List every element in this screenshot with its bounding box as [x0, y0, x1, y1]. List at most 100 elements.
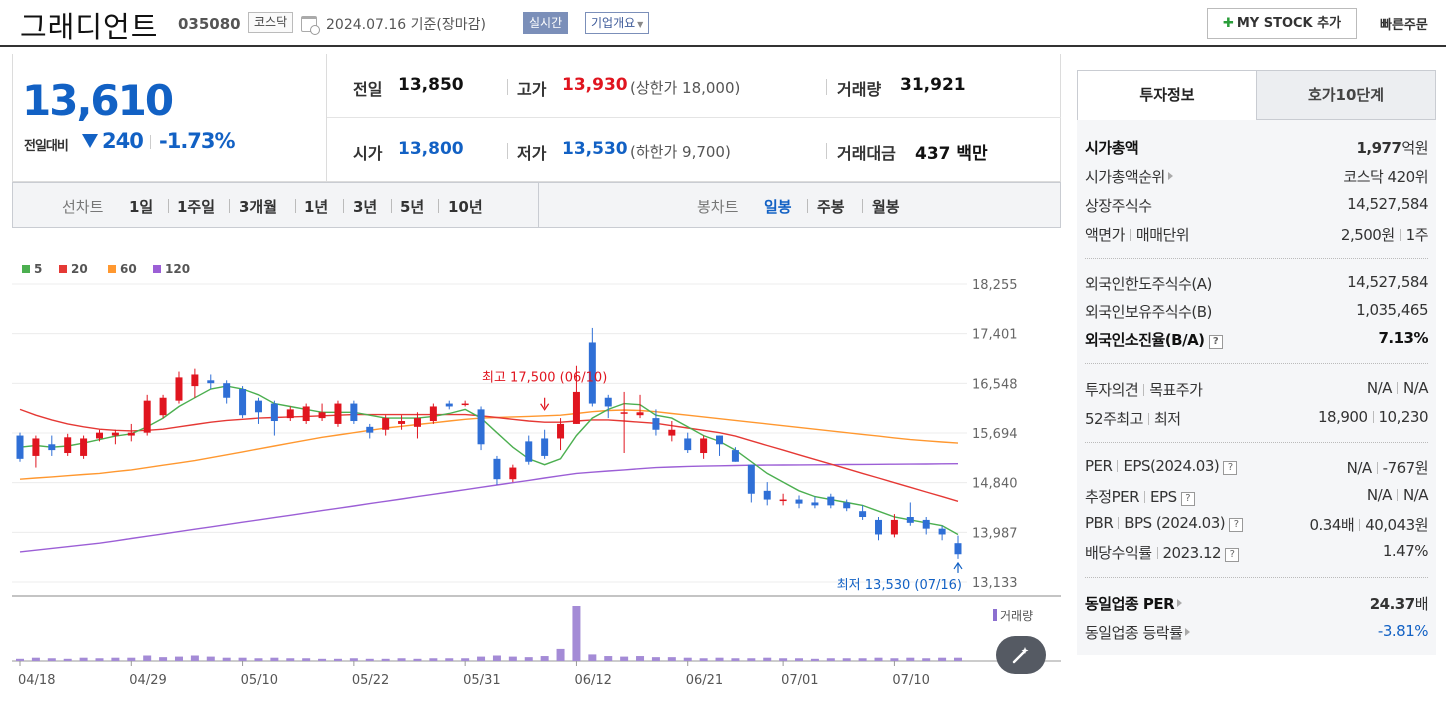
- volume-bar: [763, 657, 772, 661]
- divider: [1143, 384, 1145, 396]
- tab-orderbook[interactable]: 호가10단계: [1256, 70, 1436, 120]
- divider: [1156, 547, 1158, 559]
- par-trade-value: 2,500원 1주: [1340, 224, 1429, 245]
- sector-change-value: -3.81%: [1377, 622, 1429, 640]
- volume-bar: [604, 656, 613, 661]
- change-value: 240: [102, 129, 144, 153]
- est-eps-text: EPS: [1150, 488, 1177, 506]
- legend-swatch: [108, 265, 116, 273]
- candle-body: [191, 374, 199, 387]
- caret-right-icon: [1177, 599, 1183, 607]
- candle-weekly[interactable]: 주봉: [817, 198, 845, 216]
- sector-per-label[interactable]: 동일업종 PER: [1085, 593, 1183, 614]
- volume-bar: [667, 657, 676, 661]
- period-3m[interactable]: 3개월: [239, 198, 278, 216]
- period-5y[interactable]: 5년: [400, 198, 425, 216]
- help-icon[interactable]: ?: [1223, 461, 1238, 475]
- volume-bar: [397, 658, 406, 661]
- divider: [168, 199, 169, 213]
- ma20-line: [19, 408, 959, 502]
- candlestick-chart[interactable]: 5 20 60 120 18,255 17,401 16,548 15,694 14,8…: [12, 228, 1061, 722]
- divider: [391, 199, 392, 213]
- volume-bar: [413, 658, 422, 661]
- market-cap-number: 1,977: [1356, 139, 1402, 157]
- candle-body: [334, 403, 342, 424]
- period-1y[interactable]: 1년: [304, 198, 329, 216]
- volume-bar: [111, 657, 120, 661]
- company-info-dropdown[interactable]: 기업개요 ▼: [585, 12, 650, 34]
- volume-bar: [238, 657, 247, 661]
- divider: [1396, 382, 1398, 394]
- candle-body: [668, 429, 676, 436]
- candle-body: [954, 543, 962, 555]
- calendar-icon: [301, 16, 320, 35]
- candle-body: [827, 496, 835, 506]
- divider: [807, 199, 808, 213]
- sector-change-row: 동일업종 등락률 -3.81%: [1085, 622, 1429, 648]
- eps-text: EPS(2024.03): [1123, 457, 1220, 475]
- candle-body: [429, 406, 437, 422]
- period-1d[interactable]: 1일: [129, 198, 154, 216]
- market-cap-rank-label[interactable]: 시가총액순위: [1085, 166, 1173, 187]
- bps-text: BPS (2024.03): [1124, 514, 1226, 532]
- candle-body: [493, 458, 501, 480]
- quick-order-link[interactable]: 빠른주문: [1380, 18, 1428, 33]
- x-tick-label: 07/01: [781, 673, 818, 688]
- foreign-limit-label: 외국인한도주식수(A): [1085, 275, 1212, 293]
- pbr-row: PBR BPS (2024.03)? 0.34배 40,043원: [1085, 514, 1428, 540]
- candle-daily[interactable]: 일봉: [764, 198, 792, 216]
- candle-body: [938, 528, 946, 535]
- sector-change-label[interactable]: 동일업종 등락률: [1085, 622, 1191, 643]
- divider: [343, 199, 344, 213]
- volume-bar: [349, 658, 358, 661]
- candle-body: [922, 519, 930, 529]
- foreign-ratio-value: 7.13%: [1378, 329, 1428, 347]
- divider: [150, 135, 151, 149]
- caret-right-icon: [1167, 172, 1173, 180]
- y-tick-label: 18,255: [972, 278, 1018, 293]
- chart-tools-button[interactable]: [996, 636, 1046, 674]
- ma5-line: [19, 385, 959, 536]
- legend-ma120: 120: [153, 262, 190, 276]
- plus-icon: ✚: [1222, 16, 1234, 31]
- tab-invest-info[interactable]: 투자정보: [1077, 70, 1257, 120]
- market-cap-rank-row: 시가총액순위 코스닥 420위: [1085, 166, 1428, 192]
- add-mystock-button[interactable]: ✚ MY STOCK 추가: [1207, 8, 1357, 39]
- help-icon[interactable]: ?: [1229, 518, 1244, 532]
- y-tick-label: 16,548: [972, 377, 1018, 392]
- market-cap-value: 1,977억원: [1356, 137, 1428, 158]
- volume-bar: [906, 657, 915, 661]
- change-label: 전일대비: [24, 139, 69, 154]
- candle-body: [875, 519, 883, 535]
- volume-bar: [524, 657, 533, 661]
- candle-body: [604, 397, 612, 407]
- candle-body: [223, 383, 231, 398]
- volume-bar: [302, 658, 311, 661]
- candle-body: [731, 450, 739, 462]
- prev-close-value: 13,850: [398, 75, 464, 95]
- help-icon[interactable]: ?: [1208, 335, 1223, 349]
- divider: [826, 143, 827, 159]
- ma60-line: [19, 409, 959, 480]
- candle-body: [302, 406, 310, 422]
- divider: [1085, 363, 1428, 364]
- candle-body: [906, 517, 914, 523]
- low-label: 저가: [517, 144, 547, 163]
- help-icon[interactable]: ?: [1180, 492, 1195, 506]
- realtime-button[interactable]: 실시간: [523, 12, 569, 34]
- volume-bar: [699, 658, 708, 661]
- par-value: 2,500원: [1340, 226, 1395, 244]
- volume-bar: [381, 658, 390, 661]
- candle-body: [64, 437, 72, 454]
- lower-limit: (하한가 9,700): [630, 143, 731, 161]
- period-1w[interactable]: 1주일: [177, 198, 216, 216]
- candle-monthly[interactable]: 월봉: [872, 198, 900, 216]
- period-3y[interactable]: 3년: [353, 198, 378, 216]
- high-annotation: 최고 17,500 (06/10): [482, 371, 607, 386]
- period-10y[interactable]: 10년: [448, 198, 483, 216]
- listed-shares-label: 상장주식수: [1085, 197, 1152, 215]
- help-icon[interactable]: ?: [1225, 548, 1240, 562]
- opinion-row: 투자의견 목표주가 N/A N/A: [1085, 379, 1429, 405]
- volume-bar: [715, 657, 724, 661]
- company-info-label: 기업개요: [591, 16, 636, 30]
